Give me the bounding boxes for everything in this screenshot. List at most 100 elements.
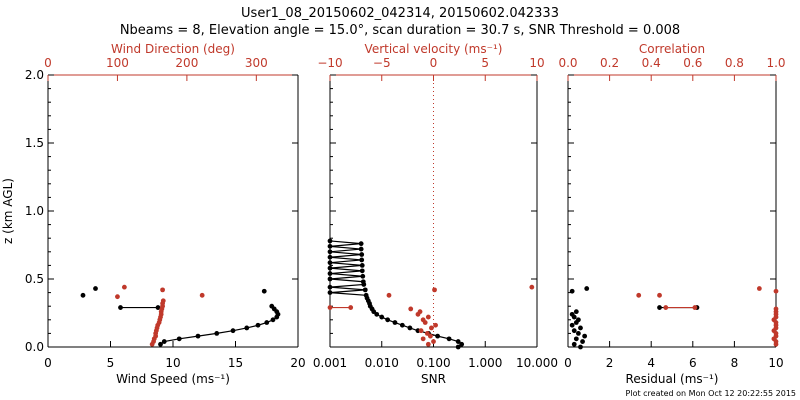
y-axis-label: z (km AGL) xyxy=(1,178,15,244)
snr-series-3-point xyxy=(386,292,392,298)
wind-series-0-point xyxy=(255,322,261,328)
residual-series-0-point xyxy=(569,288,575,294)
wind-series-2-point xyxy=(261,288,267,294)
residual-series-0-point xyxy=(571,341,577,347)
xtick-bottom-label: 0.100 xyxy=(416,356,450,370)
xtick-bottom-label: 0 xyxy=(44,356,52,370)
wind-bottom-axis-label: Wind Speed (ms⁻¹) xyxy=(116,372,230,386)
snr-series-1-point xyxy=(431,339,436,344)
snr-series-0-point xyxy=(407,325,413,331)
xtick-top-label: 0.8 xyxy=(725,56,744,70)
wind-series-2-point xyxy=(93,286,98,291)
snr-series-1-point xyxy=(427,333,433,339)
snr-series-0-point xyxy=(360,273,366,279)
xtick-bottom-label: 2 xyxy=(606,356,614,370)
wind-series-4-point xyxy=(199,292,205,298)
wind-series-4-point xyxy=(160,287,165,293)
residual-series-2-point xyxy=(773,306,779,312)
wind-series-3-point xyxy=(160,298,166,304)
snr-series-1-point xyxy=(425,314,431,320)
residual-series-0-point xyxy=(573,336,579,342)
wind-top-axis-label: Wind Direction (deg) xyxy=(111,42,235,56)
snr-series-0-point xyxy=(359,268,365,274)
wind-series-0-point xyxy=(161,339,167,344)
snr-series-2-point xyxy=(327,305,333,310)
snr-series-0-point xyxy=(327,254,333,260)
wind-series-0-point xyxy=(244,325,250,331)
plot-created-footer: Plot created on Mon Oct 12 20:22:55 2015 xyxy=(626,389,796,398)
snr-panel: 0.001 0.010 0.100 1.000 10.000 −10 −5 0 5 10 SNR Ve… xyxy=(313,42,558,386)
xtick-top-label: 300 xyxy=(245,56,268,70)
wind-series-1-point xyxy=(155,305,161,310)
residual-series-0-point xyxy=(582,333,588,339)
residual-series-4-point xyxy=(657,292,662,298)
wind-series-0-point xyxy=(264,320,270,325)
xtick-top-label: 200 xyxy=(175,56,198,70)
xtick-top-label: 0 xyxy=(44,56,52,70)
xtick-top-label: 0.0 xyxy=(558,56,577,70)
residual-series-0-point xyxy=(569,311,575,317)
snr-series-0-point xyxy=(327,271,333,276)
snr-series-1-point xyxy=(417,309,423,315)
xtick-top-label: 0.6 xyxy=(683,56,702,70)
snr-series-0-point xyxy=(362,287,368,293)
snr-series-0-point xyxy=(446,336,452,342)
wind-series-1-point xyxy=(118,305,123,310)
ytick-label: 1.5 xyxy=(25,136,44,150)
snr-series-1-point xyxy=(425,341,431,347)
snr-series-1-point xyxy=(408,306,414,312)
snr-series-0-point xyxy=(392,320,398,325)
xtick-top-label: 100 xyxy=(106,56,129,70)
snr-series-1-point xyxy=(424,331,430,336)
snr-series-0-point xyxy=(327,260,333,266)
figure-title-line1: User1_08_20150602_042314, 20150602.04233… xyxy=(241,6,559,21)
snr-series-0-point xyxy=(435,333,440,339)
xtick-bottom-label: 5 xyxy=(107,356,115,370)
snr-series-0-point xyxy=(327,284,333,290)
snr-bottom-axis-label: SNR xyxy=(421,372,446,386)
figure-title-line2: Nbeams = 8, Elevation angle = 15.0°, sca… xyxy=(120,23,680,38)
residual-series-0-point xyxy=(580,339,585,344)
snr-series-0-point xyxy=(327,276,333,282)
residual-top-axis-label: Correlation xyxy=(639,42,705,56)
snr-series-0-point xyxy=(327,243,333,249)
snr-series-0-point xyxy=(359,257,365,263)
ytick-label: 1.0 xyxy=(25,204,44,218)
snr-series-0-point xyxy=(385,317,391,323)
snr-series-1-point xyxy=(420,336,426,342)
ytick-label: 2.0 xyxy=(25,68,44,82)
xtick-bottom-label: 10 xyxy=(768,356,783,370)
xtick-top-label: 1.0 xyxy=(766,56,785,70)
snr-series-0-point xyxy=(359,252,365,257)
residual-panel: 0 2 4 6 8 10 0.0 0.2 0.4 0.6 0.8 1.0 Residual (ms⁻¹)… xyxy=(558,42,785,386)
wind-series-0-point xyxy=(195,333,201,339)
wind-series-0-point xyxy=(269,303,275,309)
xtick-top-label: −5 xyxy=(373,56,391,70)
snr-series-0-point xyxy=(327,290,333,295)
residual-bottom-axis-label: Residual (ms⁻¹) xyxy=(626,372,719,386)
snr-series-3-point xyxy=(432,287,437,293)
snr-series-0-point xyxy=(358,241,364,247)
xtick-bottom-label: 0.001 xyxy=(313,356,347,370)
snr-series-0-point xyxy=(379,314,385,320)
snr-series-1-point xyxy=(420,317,426,323)
snr-series-1-point xyxy=(433,322,438,328)
residual-series-4-point xyxy=(773,288,779,294)
residual-series-0-point xyxy=(576,317,581,323)
xtick-top-label: 0.2 xyxy=(600,56,619,70)
residual-series-4-point xyxy=(636,292,642,298)
xtick-bottom-label: 8 xyxy=(731,356,739,370)
snr-series-2-point xyxy=(348,305,354,310)
residual-series-4-point xyxy=(756,286,762,291)
residual-series-0-point xyxy=(569,322,575,328)
ytick-label: 0.0 xyxy=(25,340,44,354)
xtick-bottom-label: 20 xyxy=(290,356,305,370)
wind-series-4-point xyxy=(121,284,127,290)
snr-series-0-point xyxy=(363,292,369,298)
snr-series-0-point xyxy=(359,263,365,268)
snr-series-0-point xyxy=(358,246,364,252)
xtick-bottom-label: 1.000 xyxy=(468,356,502,370)
